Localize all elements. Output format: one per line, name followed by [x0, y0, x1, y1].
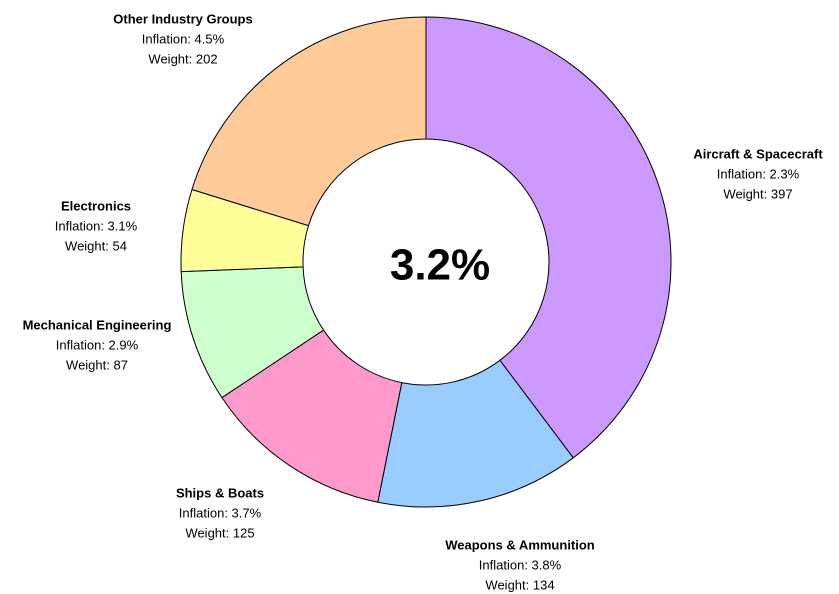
slice-weight: Weight: 54: [65, 238, 127, 253]
slice-name: Electronics: [61, 198, 131, 213]
slice-weight: Weight: 87: [66, 357, 128, 372]
slice-weight: Weight: 397: [723, 186, 792, 201]
slice-weight: Weight: 202: [148, 51, 217, 66]
slice-name: Other Industry Groups: [113, 11, 252, 26]
slice-inflation: Inflation: 3.8%: [479, 557, 562, 572]
slice-name: Ships & Boats: [176, 485, 264, 500]
slice-weight: Weight: 134: [485, 577, 554, 592]
slice-inflation: Inflation: 4.5%: [142, 31, 225, 46]
slice-inflation: Inflation: 2.3%: [717, 166, 800, 181]
center-label: 3.2%: [390, 241, 490, 290]
slice-name: Aircraft & Spacecraft: [693, 146, 823, 161]
slice-weight: Weight: 125: [185, 525, 254, 540]
slice-inflation: Inflation: 2.9%: [56, 337, 139, 352]
slice-name: Mechanical Engineering: [23, 317, 172, 332]
slices: [180, 16, 672, 508]
donut-slice: [425, 16, 672, 459]
slice-name: Weapons & Ammunition: [445, 537, 595, 552]
donut-slice: [191, 16, 427, 227]
slice-inflation: Inflation: 3.1%: [55, 218, 138, 233]
slice-inflation: Inflation: 3.7%: [179, 505, 262, 520]
